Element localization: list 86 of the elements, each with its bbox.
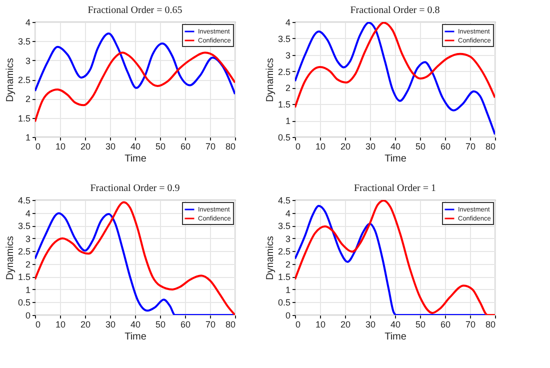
y-tick-label: 1 xyxy=(25,132,30,142)
y-tick-label: 0 xyxy=(285,310,290,320)
y-tick-label: 2 xyxy=(25,94,30,104)
y-tick-label: 2 xyxy=(285,259,290,270)
y-tick-label: 2 xyxy=(285,83,290,94)
x-tick-label: 20 xyxy=(80,142,91,152)
x-tick-label: 50 xyxy=(155,142,166,152)
y-tick-label: 2.5 xyxy=(278,246,290,257)
y-tick-label: 4.5 xyxy=(278,196,290,206)
y-tick-label: 2.5 xyxy=(278,66,290,77)
y-axis-title: Dynamics xyxy=(4,236,16,280)
x-tick-label: 40 xyxy=(390,320,401,330)
x-tick-label: 0 xyxy=(36,142,41,152)
x-tick-label: 10 xyxy=(55,320,66,330)
x-tick-label: 0 xyxy=(296,320,301,330)
chart-title: Fractional Order = 1 xyxy=(354,183,436,194)
y-tick-label: 1.5 xyxy=(18,113,30,124)
y-tick-label: 1.5 xyxy=(18,272,30,282)
x-tick-label: 10 xyxy=(55,142,66,152)
chart-title: Fractional Order = 0.9 xyxy=(90,183,180,194)
x-tick-label: 20 xyxy=(340,142,351,152)
x-tick-label: 10 xyxy=(315,142,326,152)
y-tick-label: 4 xyxy=(25,18,30,28)
y-tick-label: 3 xyxy=(25,56,30,66)
y-tick-label: 3.5 xyxy=(278,221,290,232)
chart-title: Fractional Order = 0.65 xyxy=(88,5,182,16)
x-tick-label: 40 xyxy=(130,142,141,152)
x-tick-label: 0 xyxy=(36,320,41,330)
line-series xyxy=(35,32,235,96)
y-tick-label: 1.5 xyxy=(278,272,290,282)
x-tick-label: 60 xyxy=(440,142,451,152)
y-tick-label: 3 xyxy=(285,234,290,244)
x-axis-title: Time xyxy=(124,154,147,164)
y-tick-label: 3.5 xyxy=(18,221,30,232)
y-axis-title: Dynamics xyxy=(4,58,16,102)
x-tick-label: 50 xyxy=(415,320,426,330)
x-tick-label: 30 xyxy=(365,320,376,330)
x-tick-label: 30 xyxy=(365,142,376,152)
y-tick-label: 2.5 xyxy=(18,75,30,85)
x-tick-label: 50 xyxy=(155,320,166,330)
y-tick-label: 1.5 xyxy=(278,100,290,110)
y-tick-label: 3 xyxy=(25,234,30,244)
x-tick-label: 40 xyxy=(130,320,141,330)
x-tick-label: 70 xyxy=(465,320,476,330)
y-axis-title: Dynamics xyxy=(264,236,276,280)
chart-title: Fractional Order = 0.8 xyxy=(350,5,440,16)
x-tick-label: 60 xyxy=(180,142,191,152)
x-tick-label: 20 xyxy=(80,320,91,330)
x-tick-label: 60 xyxy=(180,320,191,330)
y-tick-label: 2 xyxy=(25,259,30,270)
y-tick-label: 3.5 xyxy=(278,34,290,44)
x-tick-label: 70 xyxy=(205,142,216,152)
x-axis-title: Time xyxy=(124,332,147,342)
x-tick-label: 50 xyxy=(415,142,426,152)
y-tick-label: 4.5 xyxy=(18,196,30,206)
x-tick-label: 60 xyxy=(440,320,451,330)
x-tick-label: 80 xyxy=(225,320,236,330)
y-tick-label: 1 xyxy=(25,284,30,295)
y-tick-label: 0 xyxy=(25,310,30,320)
y-axis-title: Dynamics xyxy=(264,58,276,102)
line-series xyxy=(35,52,235,123)
y-tick-label: 3 xyxy=(285,50,290,60)
x-tick-label: 80 xyxy=(485,142,496,152)
x-tick-label: 20 xyxy=(340,320,351,330)
y-tick-label: 0.5 xyxy=(278,298,290,308)
x-tick-label: 80 xyxy=(485,320,496,330)
x-axis-title: Time xyxy=(384,332,407,342)
y-tick-label: 1 xyxy=(285,116,290,126)
x-tick-label: 70 xyxy=(205,320,216,330)
line-series xyxy=(295,22,495,136)
x-tick-label: 0 xyxy=(296,142,301,152)
y-tick-label: 4 xyxy=(285,18,290,28)
y-tick-label: 4 xyxy=(285,208,290,218)
x-tick-label: 80 xyxy=(225,142,236,152)
y-tick-label: 0.5 xyxy=(278,132,290,142)
y-tick-label: 1 xyxy=(285,284,290,295)
x-tick-label: 30 xyxy=(105,142,116,152)
x-tick-label: 70 xyxy=(465,142,476,152)
x-tick-label: 40 xyxy=(390,142,401,152)
x-tick-label: 10 xyxy=(315,320,326,330)
y-tick-label: 3.5 xyxy=(18,36,30,47)
y-tick-label: 4 xyxy=(25,208,30,218)
y-tick-label: 0.5 xyxy=(18,298,30,308)
x-axis-title: Time xyxy=(384,154,407,164)
x-tick-label: 30 xyxy=(105,320,116,330)
y-tick-label: 2.5 xyxy=(18,246,30,257)
